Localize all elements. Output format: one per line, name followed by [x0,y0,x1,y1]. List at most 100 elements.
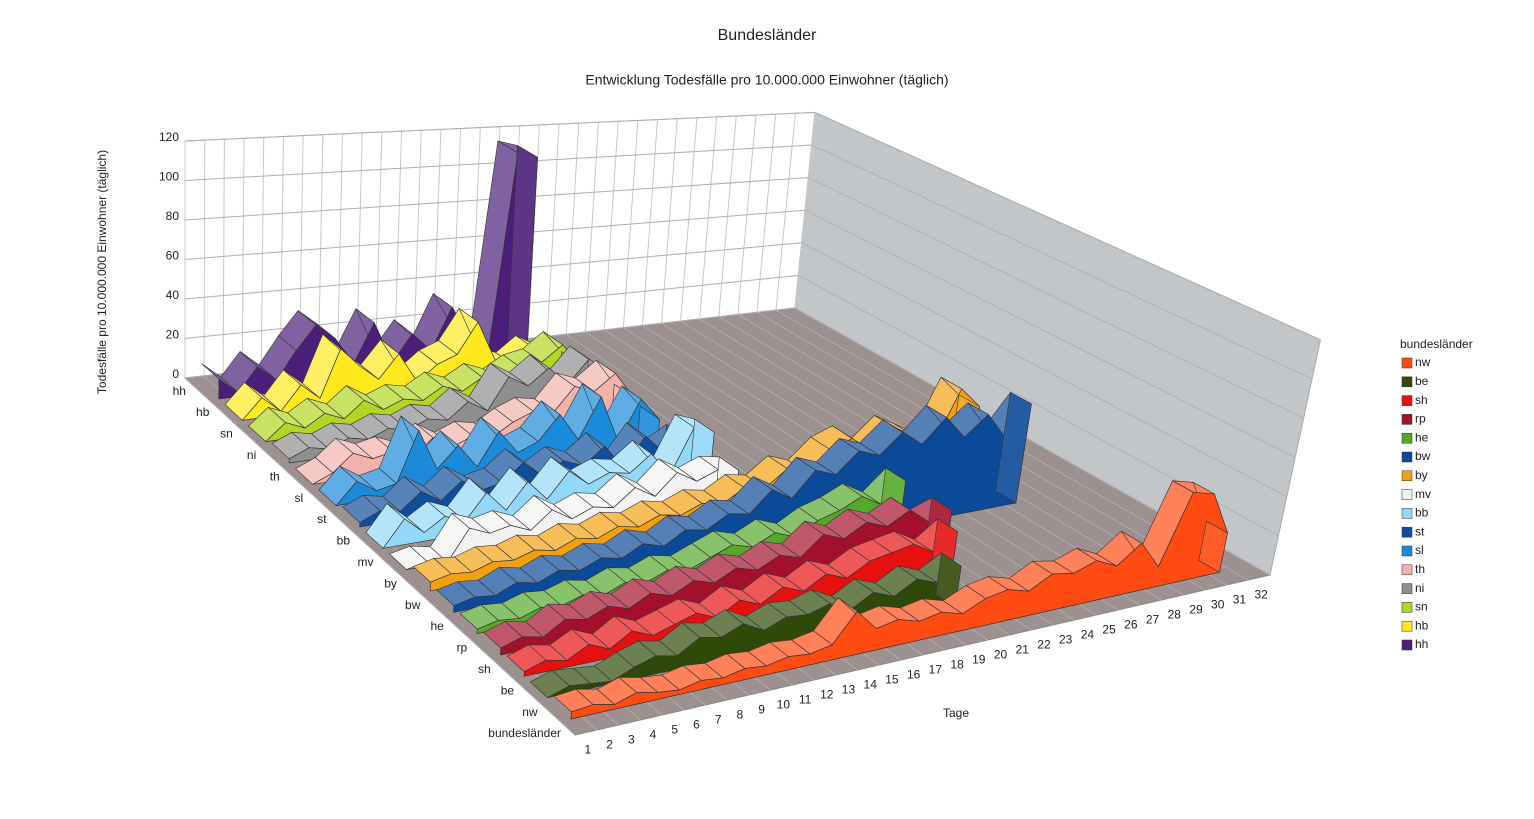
legend-label: hh [1415,637,1428,651]
x-tick-label: 29 [1189,603,1203,617]
y-axis-title: Todesfälle pro 10.000.000 Einwohner (täg… [95,150,109,394]
x-tick-label: 25 [1102,623,1116,637]
legend-swatch [1401,526,1413,538]
z-tick-label: hb [196,405,210,419]
chart-subtitle: Entwicklung Todesfälle pro 10.000.000 Ei… [585,72,948,88]
legend-label: nw [1415,355,1431,369]
y-tick-label: 120 [159,130,179,144]
z-tick-label: nw [522,705,538,719]
x-tick-label: 7 [715,713,722,727]
legend-swatch [1401,376,1413,388]
x-axis-title: Tage [943,706,969,720]
x-tick-label: 20 [994,648,1008,662]
chart-title: Bundesländer [718,27,817,44]
legend-label: sn [1415,600,1428,614]
legend-swatch [1401,583,1413,594]
z-tick-label: by [384,576,397,590]
z-axis-title: bundesländer [488,726,561,740]
ribbon-end [1198,520,1228,573]
x-tick-label: 13 [842,683,856,697]
legend-label: sh [1415,393,1428,407]
grid-line [184,209,1296,458]
legend-label: he [1415,430,1429,444]
x-tick-label: 30 [1211,598,1225,612]
z-tick-label: hh [173,384,186,398]
y-tick-label: 80 [166,209,180,223]
area [523,530,958,677]
x-tick-label: 1 [585,743,592,757]
z-tick-label: bw [405,598,421,612]
x-tick-label: 11 [799,693,812,707]
x-tick-label: 6 [693,718,700,732]
legend-swatch [1401,564,1413,576]
legend-label: sl [1415,543,1424,557]
legend-swatch [1401,470,1413,482]
x-tick-label: 23 [1059,633,1073,647]
legend-swatch [1401,602,1413,613]
x-tick-label: 22 [1037,638,1051,652]
x-tick-label: 12 [820,688,834,702]
z-tick-label: be [501,683,515,697]
y-tick-label: 20 [166,328,180,342]
x-tick-label: 4 [650,728,657,742]
grid-line [184,144,1313,380]
x-tick-label: 3 [628,733,635,747]
legend-label: rp [1415,412,1426,426]
x-tick-label: 16 [907,668,921,682]
z-tick-label: st [317,512,327,526]
legend-swatch [1401,545,1413,557]
legend-label: mv [1415,487,1431,501]
legend-swatch [1401,620,1413,632]
z-tick-label: mv [357,555,373,569]
x-tick-label: 14 [864,678,878,692]
x-tick-label: 5 [671,723,678,737]
x-tick-label: 10 [777,698,791,712]
z-tick-label: sl [294,491,303,505]
legend-swatch [1401,395,1413,406]
legend-label: by [1415,468,1428,482]
z-tick-label: sh [478,662,491,676]
legend-label: st [1415,524,1425,538]
legend-swatch [1401,489,1413,500]
x-tick-label: 32 [1254,588,1268,602]
grid-line [184,242,1288,498]
grid-line [184,274,1279,537]
z-tick-label: he [430,619,444,633]
legend-label: bb [1415,506,1429,520]
floor-grid-line [184,377,576,736]
area [547,565,962,699]
legend-swatch [1401,432,1413,444]
z-tick-label: rp [457,641,468,655]
z-tick-label: ni [247,448,256,462]
x-tick-label: 27 [1146,613,1160,627]
x-tick-label: 19 [972,653,986,667]
x-tick-label: 28 [1168,608,1182,622]
legend-label: be [1415,374,1429,388]
x-tick-label: 31 [1233,593,1247,607]
legend-swatch [1401,451,1413,463]
x-tick-label: 2 [606,738,613,752]
x-tick-label: 24 [1081,628,1095,642]
z-tick-label: th [270,469,280,483]
x-tick-label: 18 [950,658,964,672]
x-tick-label: 26 [1124,618,1138,632]
x-tick-label: 8 [737,708,744,722]
x-tick-label: 17 [929,663,943,677]
grid-line [184,177,1304,419]
x-tick-label: 15 [885,673,899,687]
area [570,491,1228,720]
legend-label: ni [1415,581,1424,595]
ribbon-end [995,391,1032,504]
y-tick-label: 60 [166,249,180,263]
x-tick-label: 21 [1016,643,1030,657]
legend-label: bw [1415,449,1431,463]
y-tick-label: 100 [159,170,179,184]
area [453,403,1032,613]
y-tick-label: 0 [172,367,179,381]
legend-swatch [1401,414,1413,425]
y-tick-label: 40 [166,288,180,302]
legend-label: hb [1415,618,1429,632]
legend-label: th [1415,562,1425,576]
x-tick-label: 9 [758,703,765,717]
